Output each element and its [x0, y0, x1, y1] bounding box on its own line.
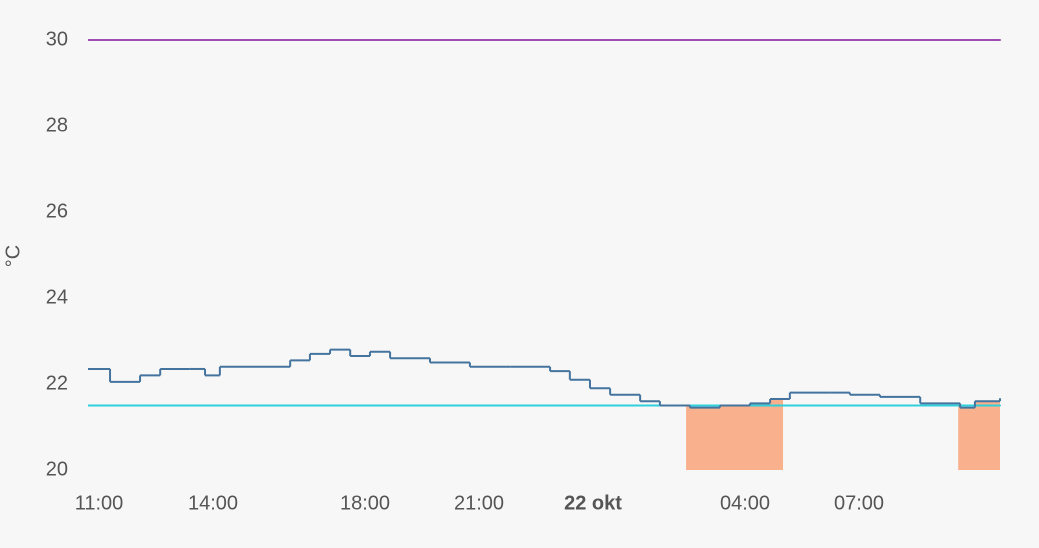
y-tick-label: 24 [46, 286, 68, 308]
x-tick-label: 07:00 [834, 492, 884, 514]
x-tick-label: 11:00 [75, 492, 124, 514]
x-tick-label: 04:00 [720, 492, 770, 514]
heating-area [958, 401, 1000, 470]
x-tick-label: 21:00 [454, 492, 504, 514]
series-point [999, 404, 1001, 407]
x-tick-label: 18:00 [340, 492, 390, 514]
y-tick-label: 30 [46, 28, 68, 50]
y-tick-label: 26 [46, 200, 68, 222]
x-tick-label: 22 okt [564, 492, 622, 514]
y-tick-label: 28 [46, 114, 68, 136]
series-point [999, 398, 1001, 401]
y-axis-label: °C [2, 245, 24, 267]
y-tick-label: 20 [46, 458, 68, 480]
heating-area [686, 399, 784, 470]
series-point [999, 39, 1001, 41]
x-tick-label: 14:00 [188, 492, 238, 514]
y-tick-label: 22 [46, 372, 68, 394]
